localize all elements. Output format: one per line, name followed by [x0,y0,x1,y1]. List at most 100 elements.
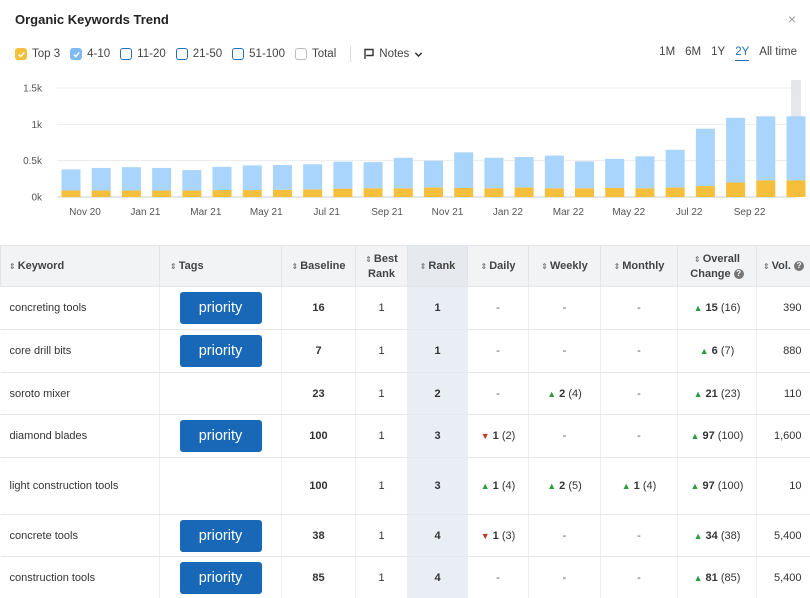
empty-value: - [562,430,567,442]
priority-tag[interactable]: priority [179,562,262,594]
column-header-rank[interactable]: ⇕ Rank [407,245,468,287]
bar-segment [544,155,564,189]
x-tick-label: Sep 21 [371,207,403,218]
rank-filter-bar: Top 3 4-10 11-20 21-50 51-100 Total Note… [15,46,423,62]
monthly-cell: - [600,556,678,598]
filter-top-3[interactable]: Top 3 [15,48,60,60]
bar-segment [121,167,141,191]
filter-label: 21-50 [192,48,223,60]
change-value: 6 [711,345,718,357]
table-row[interactable]: concreting tools priority 16 1 1- - - ▲ 15 (16) 3… [0,286,810,330]
table-row[interactable]: concrete tools priority 38 1 4 ▼ 1 (3) - - ▲ 34 (3… [0,514,810,557]
column-header-volume[interactable]: ⇕ Vol. ? [756,245,810,287]
daily-cell: - [467,556,529,598]
change-sub: (4) [568,387,582,400]
priority-tag[interactable]: priority [179,335,262,367]
keyword-cell[interactable]: light construction tools [0,457,160,515]
column-header-tags[interactable]: ⇕ Tags [159,245,282,287]
monthly-cell: - [600,286,678,330]
x-tick-label: Mar 21 [190,207,222,218]
column-header-monthly[interactable]: ⇕ Monthly [600,245,678,287]
help-icon[interactable]: ? [733,268,744,279]
change-value: 2 [559,480,566,492]
keyword-cell[interactable]: concrete tools [0,514,160,557]
bar-segment [61,190,81,197]
keyword-cell[interactable]: construction tools [0,556,160,598]
checkbox-icon[interactable] [175,48,188,60]
bar-segment [393,188,413,197]
empty-value: - [637,430,641,442]
keyword-cell[interactable]: soroto mixer [0,372,160,415]
best-rank-cell: 1 [355,556,408,598]
help-icon[interactable]: ? [794,260,805,271]
bar-segment [454,152,474,188]
baseline-cell: 100 [281,414,356,458]
arrow-up-icon: ▲ [693,573,703,583]
column-header-overall-change[interactable]: ⇕ Overall Change ? [677,245,757,287]
table-row[interactable]: light construction tools 100 1 3 ▲ 1 (4) ▲ 2 (5… [0,457,810,515]
priority-tag[interactable]: priority [179,292,262,324]
table-row[interactable]: soroto mixer 23 1 2- ▲ 2 (4) - ▲ 21 (23) 110 [0,372,810,415]
bar-segment [726,117,746,183]
bar-segment [212,190,232,197]
column-header-daily[interactable]: ⇕ Daily [467,245,529,287]
bar-segment [514,187,534,197]
notes-dropdown[interactable]: Notes [363,48,423,60]
x-tick-label: May 21 [250,207,283,218]
range-1m[interactable]: 1M [659,46,676,58]
monthly-cell: - [600,372,678,415]
filter-11-20[interactable]: 11-20 [120,48,166,60]
daily-cell: - [467,372,529,415]
rank-cell: 3 [407,457,468,515]
filter-21-50[interactable]: 21-50 [175,48,223,60]
filter-51-100[interactable]: 51-100 [232,48,285,60]
weekly-cell: - [528,556,601,598]
range-6m[interactable]: 6M [685,46,702,58]
tags-cell: priority [159,329,282,373]
change-value: 1 [633,480,640,492]
change-sub: (16) [720,302,741,314]
checkbox-icon[interactable] [232,48,245,60]
checkbox-icon[interactable] [120,48,133,60]
bar-segment [91,167,111,191]
table-row[interactable]: core drill bits priority 7 1 1- - - ▲ 6 (7) 880 [0,329,810,373]
weekly-cell: - [528,329,601,373]
baseline-cell: 100 [281,457,356,515]
keyword-cell[interactable]: concreting tools [0,286,160,330]
column-header-weekly[interactable]: ⇕ Weekly [528,245,601,287]
checkbox-checked-icon[interactable] [15,48,27,60]
keyword-cell[interactable]: diamond blades [0,414,160,458]
column-header-best-rank[interactable]: ⇕ Best Rank [355,245,408,287]
bar-segment [575,188,595,197]
baseline-cell: 38 [281,514,356,557]
overall-change-cell: ▲ 15 (16) [677,286,757,330]
column-header-baseline[interactable]: ⇕ Baseline [281,245,356,287]
change-sub: (4) [501,480,516,492]
x-tick-label: Jul 21 [313,207,340,218]
bar-segment [272,189,292,197]
arrow-up-icon: ▲ [690,431,700,441]
priority-tag[interactable]: priority [179,420,262,452]
priority-tag[interactable]: priority [179,519,262,552]
range-all-time[interactable]: All time [759,46,797,58]
filter-total[interactable]: Total [294,48,336,60]
bar-segment [363,188,383,197]
keyword-cell[interactable]: core drill bits [0,329,160,373]
table-row[interactable]: diamond blades priority 100 1 3 ▼ 1 (2) - - ▲ 97 (… [0,414,810,458]
checkbox-checked-icon[interactable] [70,48,83,60]
arrow-up-icon: ▲ [693,388,703,399]
time-range-selector: 1M 6M 1Y 2Y All time [649,46,797,61]
tags-cell [159,457,282,515]
range-1y[interactable]: 1Y [711,46,726,58]
filter-4-10[interactable]: 4-10 [70,48,110,60]
range-2y[interactable]: 2Y [735,46,750,61]
daily-cell: - [467,286,529,330]
table-row[interactable]: construction tools priority 85 1 4 - - - ▲ 81 (85… [0,556,810,598]
arrow-up-icon: ▲ [699,346,709,356]
bar-segment [212,166,232,191]
change-value: 1 [492,480,499,492]
volume-cell: 390 [756,286,810,330]
checkbox-icon[interactable] [294,48,307,60]
column-header-keyword[interactable]: ⇕ Keyword [0,245,160,287]
close-icon[interactable]: × [787,11,796,27]
